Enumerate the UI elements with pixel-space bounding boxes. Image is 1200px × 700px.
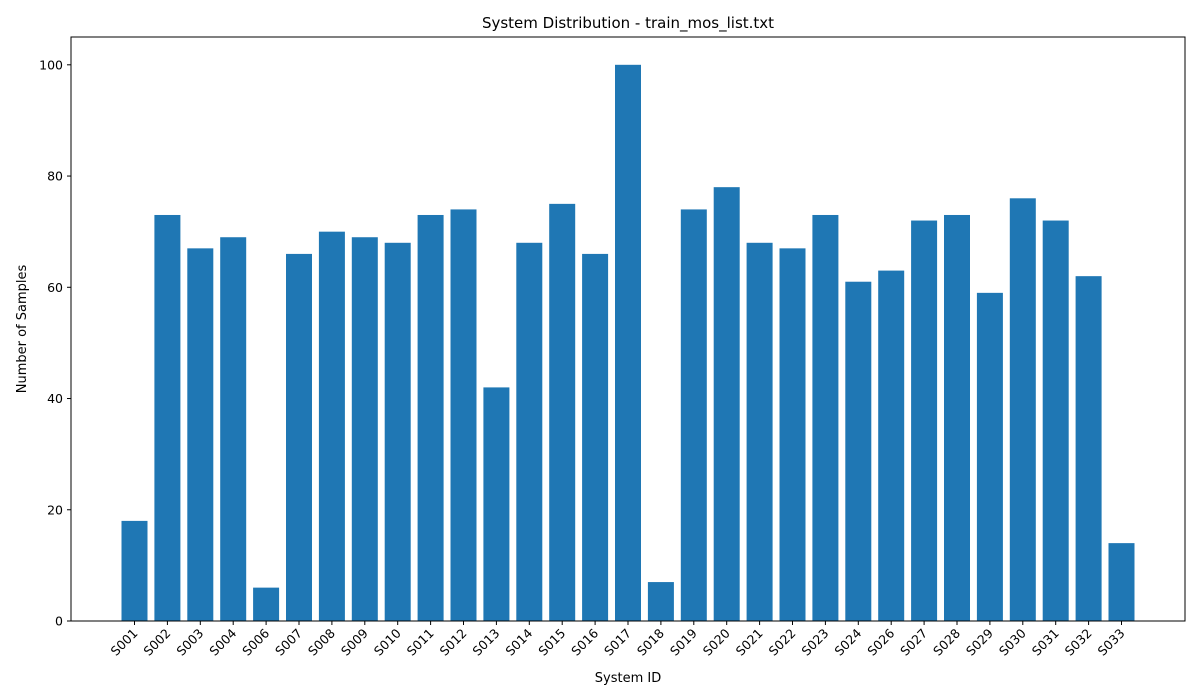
bar-s031 <box>1042 220 1069 622</box>
x-tick-label: S024 <box>831 625 864 658</box>
x-tick-label: S001 <box>108 626 141 659</box>
bar-s013 <box>483 387 510 621</box>
bar-s010 <box>384 242 411 622</box>
bar-s022 <box>779 248 806 621</box>
bar-s008 <box>318 231 345 622</box>
bar-s020 <box>713 187 740 622</box>
x-tick-label: S033 <box>1095 626 1128 659</box>
x-tick-label: S014 <box>502 625 535 658</box>
y-axis-ticks: 0 20 40 60 80 100 <box>39 57 71 629</box>
bar-s007 <box>286 253 312 621</box>
bar-s014 <box>516 242 543 622</box>
x-tick-label: S026 <box>864 625 897 658</box>
bar-s011 <box>417 214 444 622</box>
bar-s019 <box>680 209 707 622</box>
x-tick-label: S009 <box>338 625 371 658</box>
bar-s021 <box>746 242 773 622</box>
x-tick-label: S031 <box>1029 626 1062 659</box>
x-tick-label: S015 <box>535 626 568 659</box>
x-tick-label: S013 <box>469 626 502 659</box>
bar-s001 <box>121 520 148 621</box>
chart-title: System Distribution - train_mos_list.txt <box>482 14 774 33</box>
y-tick-label: 60 <box>47 280 63 295</box>
x-tick-label: S011 <box>404 626 437 659</box>
bar-s018 <box>647 582 674 621</box>
x-tick-label: S012 <box>437 626 470 659</box>
y-tick-label: 100 <box>39 57 63 72</box>
bar-s027 <box>911 220 938 622</box>
bar-s012 <box>450 209 477 622</box>
x-tick-label: S017 <box>601 626 634 659</box>
bar-s002 <box>154 214 181 622</box>
bar-s026 <box>878 270 905 621</box>
x-tick-label: S010 <box>371 625 404 658</box>
x-tick-label: S030 <box>996 625 1029 658</box>
bar-s028 <box>944 214 970 622</box>
y-axis-label: Number of Samples <box>15 265 30 394</box>
y-tick-label: 0 <box>55 614 63 629</box>
x-tick-label: S029 <box>963 625 996 658</box>
bar-s029 <box>976 292 1003 621</box>
x-tick-label: S006 <box>239 625 272 658</box>
x-tick-label: S008 <box>305 625 338 658</box>
bar-s030 <box>1009 198 1036 622</box>
x-tick-label: S019 <box>667 625 700 658</box>
bar-s032 <box>1075 276 1102 621</box>
x-tick-label: S002 <box>140 626 173 659</box>
bar-s017 <box>615 64 641 621</box>
bar-s033 <box>1108 543 1135 621</box>
x-tick-label: S018 <box>634 625 667 658</box>
x-tick-label: S007 <box>272 626 305 659</box>
bars-group <box>121 64 1135 622</box>
plot-frame <box>70 36 1186 622</box>
bar-s009 <box>351 237 378 622</box>
x-tick-label: S021 <box>733 626 766 659</box>
x-tick-label: S016 <box>568 625 601 658</box>
bar-s004 <box>220 237 247 622</box>
bar-s015 <box>549 203 576 622</box>
bar-s003 <box>187 248 214 621</box>
bar-s024 <box>845 281 872 621</box>
bar-s016 <box>582 253 609 621</box>
x-tick-label: S022 <box>766 626 799 659</box>
x-tick-label: S032 <box>1062 626 1095 659</box>
x-tick-label: S023 <box>798 626 831 659</box>
y-tick-label: 80 <box>47 169 63 184</box>
x-tick-label: S028 <box>930 625 963 658</box>
x-tick-label: S027 <box>897 626 930 659</box>
bar-s006 <box>253 587 280 621</box>
x-axis-ticks: S001 S002 S003 S004 S006 S007 S008 S009 S010 S011… <box>108 621 1128 659</box>
x-tick-label: S003 <box>173 626 206 659</box>
x-tick-label: S020 <box>700 625 733 658</box>
y-tick-label: 20 <box>47 502 63 517</box>
y-tick-label: 40 <box>47 391 63 406</box>
x-tick-label: S004 <box>206 625 239 658</box>
bar-s023 <box>812 214 839 622</box>
x-axis-label: System ID <box>595 671 661 686</box>
